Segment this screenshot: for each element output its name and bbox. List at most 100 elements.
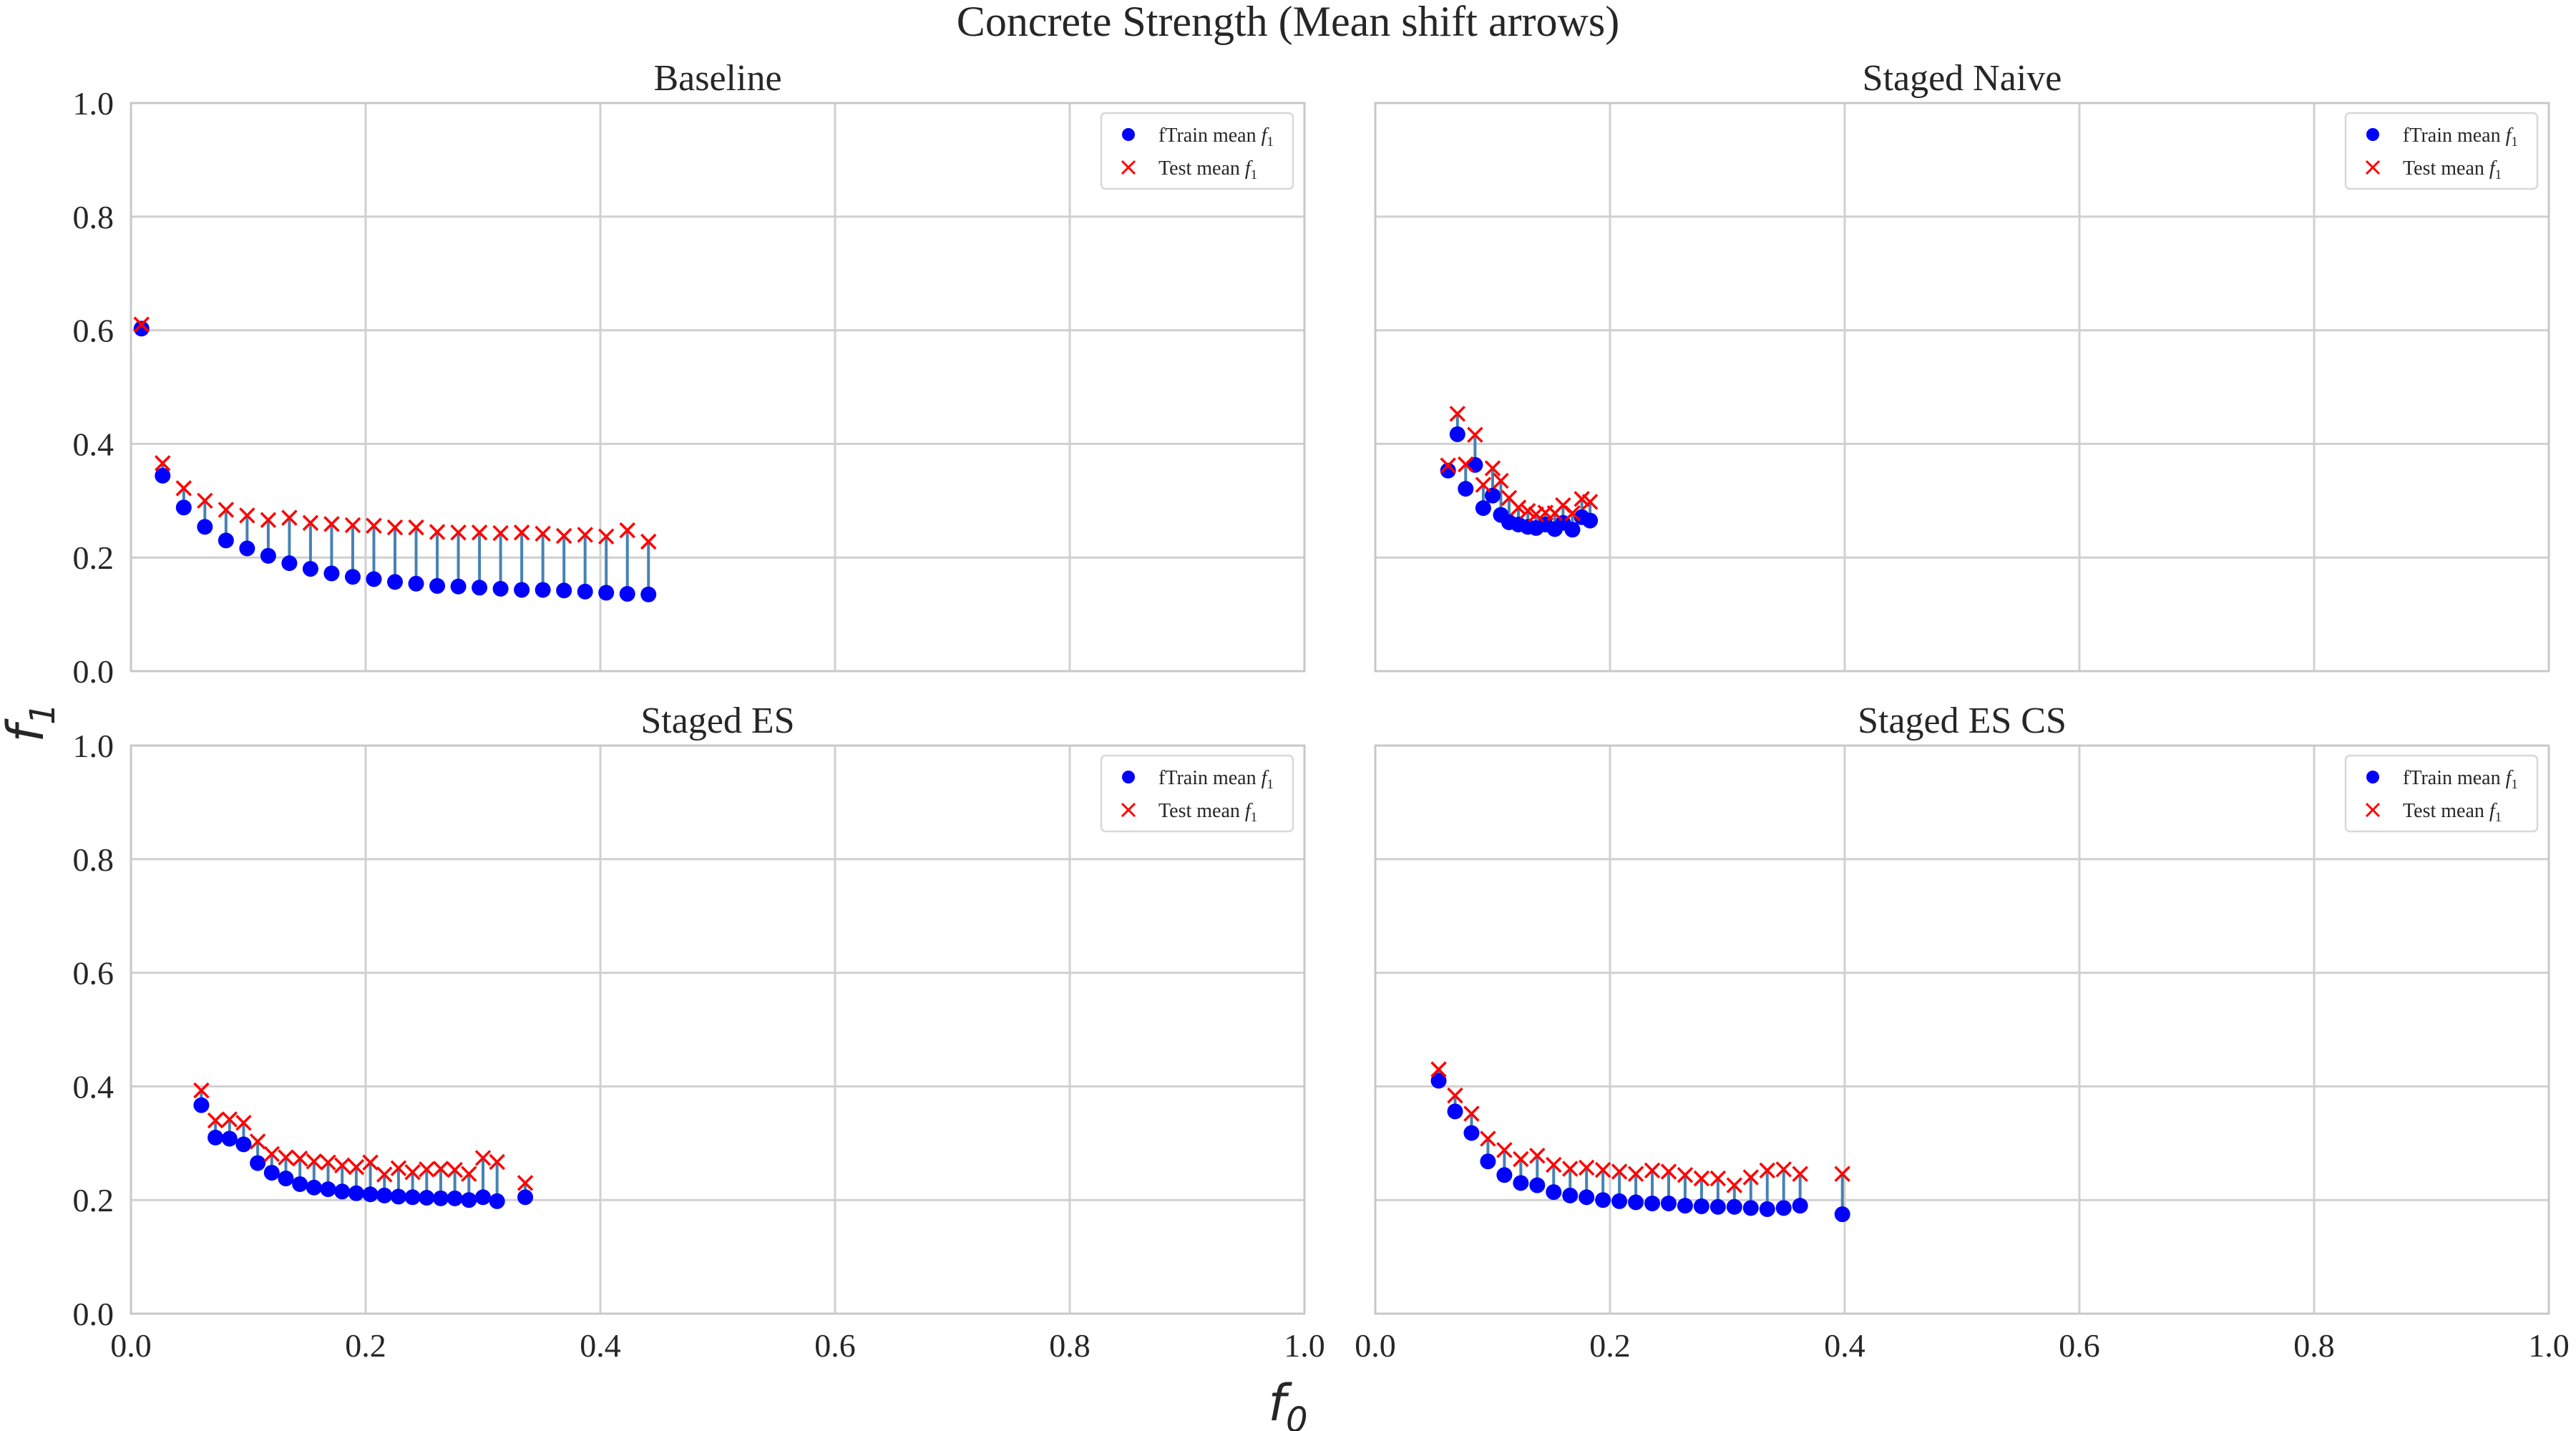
- train-mean-point: [1579, 1189, 1595, 1206]
- test-mean-point: [386, 519, 404, 536]
- test-mean-point: [197, 492, 213, 509]
- train-mean-point: [619, 586, 635, 602]
- axes-frame: [1374, 102, 2550, 673]
- subplot-3: 0.0 0.2 0.4 0.6 0.8 1.0 0.0 0.2 0.4 0.6 0.8 1.0 Stag…: [73, 700, 1325, 1364]
- train-mean-point: [334, 1183, 351, 1200]
- train-mean-point: [1759, 1201, 1775, 1217]
- train-mean-point: [1458, 481, 1474, 497]
- train-mean-point: [1496, 1167, 1513, 1183]
- test-mean-point: [619, 522, 635, 539]
- test-mean-point: [408, 519, 424, 536]
- train-mean-point: [475, 1189, 491, 1206]
- test-mean-point: [1581, 494, 1599, 510]
- x-axis-label: f0: [1268, 1374, 1307, 1431]
- train-mean-point: [1628, 1194, 1644, 1211]
- test-mean-point: [1458, 456, 1474, 473]
- subplot-title: Staged Naive: [1863, 58, 2062, 99]
- legend-train-marker: [1122, 771, 1135, 783]
- y-tick-label: 0.6: [73, 955, 114, 992]
- train-mean-point: [492, 580, 509, 597]
- y-tick-label: 0.0: [73, 653, 114, 690]
- train-mean-point: [175, 499, 192, 516]
- test-mean-point: [450, 524, 467, 541]
- test-mean-point: [597, 528, 615, 545]
- x-tick-label: 0.4: [580, 1327, 621, 1364]
- train-mean-point: [221, 1130, 238, 1147]
- test-mean-point: [419, 1161, 435, 1178]
- train-mean-point: [1742, 1200, 1759, 1216]
- subplot-2: Staged Naive fTrain mean f1 Test mean f1: [1374, 58, 2550, 673]
- test-mean-point: [1564, 505, 1581, 522]
- train-mean-point: [239, 540, 255, 557]
- test-mean-point: [1660, 1163, 1677, 1180]
- train-mean-point: [387, 574, 403, 590]
- train-mean-point: [250, 1155, 266, 1171]
- train-mean-point: [1480, 1153, 1496, 1170]
- train-mean-point: [1582, 512, 1599, 529]
- test-mean-point: [1693, 1170, 1710, 1187]
- test-mean-point: [1463, 1105, 1480, 1122]
- train-mean-point: [362, 1186, 379, 1203]
- y-tick-label: 0.2: [73, 539, 114, 576]
- subplot-title: Baseline: [653, 58, 781, 99]
- test-mean-point: [1759, 1162, 1775, 1179]
- x-tick-label: 0.6: [2059, 1327, 2100, 1364]
- test-mean-point: [474, 1150, 492, 1166]
- train-mean-point: [323, 565, 340, 582]
- x-tick-label: 1.0: [1284, 1327, 1325, 1364]
- legend-test-marker: [1121, 160, 1136, 175]
- test-mean-point: [1447, 1087, 1463, 1104]
- legend-label: Test mean f1: [1158, 800, 1257, 825]
- legend: fTrain mean f1 Test mean f1: [2344, 754, 2539, 833]
- test-mean-point: [1519, 502, 1536, 519]
- test-mean-point: [640, 533, 657, 550]
- legend-label: fTrain mean f1: [2403, 767, 2518, 792]
- test-mean-point: [471, 524, 488, 541]
- train-mean-point: [197, 519, 213, 535]
- train-mean-point: [1726, 1198, 1742, 1215]
- axes-frame: [130, 744, 1306, 1315]
- test-mean-point: [447, 1161, 463, 1178]
- test-mean-point: [175, 480, 192, 497]
- train-mean-point: [1546, 1184, 1562, 1201]
- x-tick-label: 0.8: [2293, 1327, 2335, 1364]
- train-mean-point: [292, 1176, 308, 1192]
- test-mean-point: [333, 1157, 351, 1174]
- test-mean-point: [221, 1111, 238, 1128]
- train-mean-point: [517, 1189, 534, 1206]
- test-mean-point: [1578, 1159, 1595, 1176]
- train-mean-point: [1529, 1177, 1546, 1193]
- test-mean-point: [535, 525, 551, 542]
- test-mean-point: [461, 1166, 477, 1182]
- test-mean-point: [1775, 1161, 1792, 1178]
- x-tick-label: 0.2: [345, 1327, 386, 1364]
- legend-box: [1100, 112, 1294, 190]
- y-tick-label: 0.4: [73, 426, 114, 462]
- test-mean-point: [577, 527, 593, 543]
- y-tick-label: 0.6: [73, 313, 114, 349]
- train-mean-point: [556, 582, 572, 599]
- train-mean-point: [1564, 522, 1581, 538]
- test-mean-point: [1513, 1151, 1529, 1168]
- subplot-4: 0.0 0.2 0.4 0.6 0.8 1.0 Staged ES CS fTrain mea…: [1355, 700, 2570, 1364]
- legend-label: fTrain mean f1: [2403, 124, 2518, 150]
- train-mean-point: [1775, 1200, 1792, 1216]
- test-mean-point: [263, 1146, 280, 1163]
- test-mean-point: [1449, 406, 1466, 422]
- train-mean-point: [1430, 1073, 1447, 1089]
- train-mean-point: [155, 467, 171, 484]
- y-tick-label: 1.0: [73, 728, 114, 764]
- test-mean-point: [1440, 457, 1456, 474]
- train-mean-point: [1661, 1195, 1677, 1211]
- legend-label: Test mean f1: [1158, 157, 1257, 182]
- y-axis-label: f1: [0, 703, 63, 742]
- train-mean-point: [577, 583, 593, 600]
- test-mean-point: [344, 517, 361, 534]
- train-mean-point: [1693, 1198, 1709, 1214]
- test-mean-point: [1480, 1130, 1496, 1147]
- train-mean-point: [1447, 1103, 1463, 1120]
- legend-test-marker: [1121, 802, 1136, 818]
- test-mean-point: [260, 512, 277, 529]
- axes-frame: [1374, 744, 2550, 1315]
